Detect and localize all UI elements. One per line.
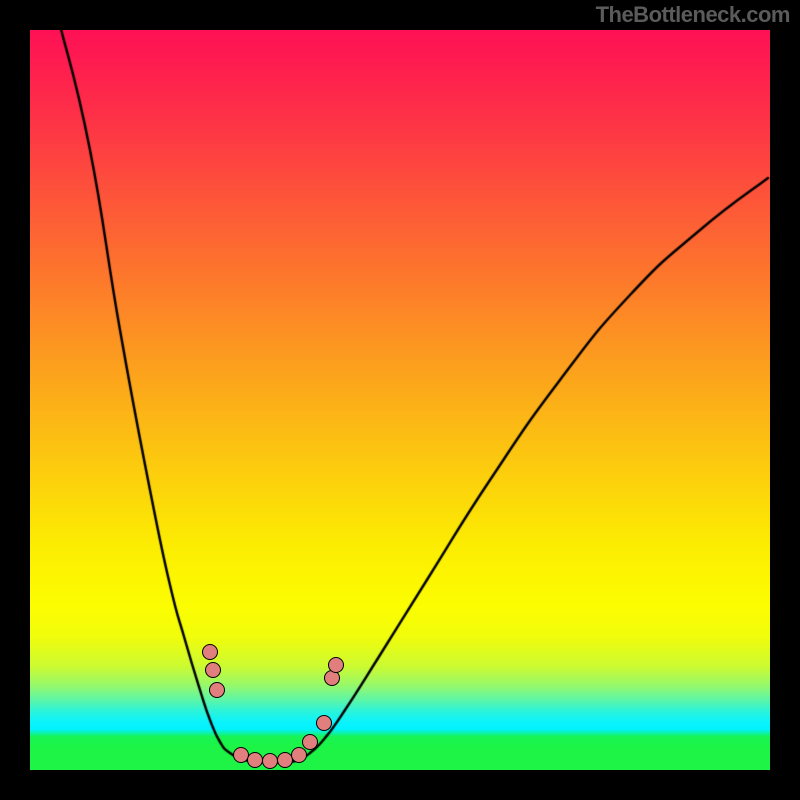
data-marker (205, 662, 221, 678)
data-marker (302, 734, 318, 750)
data-marker (247, 752, 263, 768)
bottleneck-curve (30, 30, 770, 770)
watermark-text: TheBottleneck.com (596, 2, 790, 28)
data-marker (262, 753, 278, 769)
chart-frame: TheBottleneck.com (0, 0, 800, 800)
data-marker (328, 657, 344, 673)
data-marker (202, 644, 218, 660)
plot-area (30, 30, 770, 770)
data-marker (291, 747, 307, 763)
data-marker (209, 682, 225, 698)
data-marker (316, 715, 332, 731)
